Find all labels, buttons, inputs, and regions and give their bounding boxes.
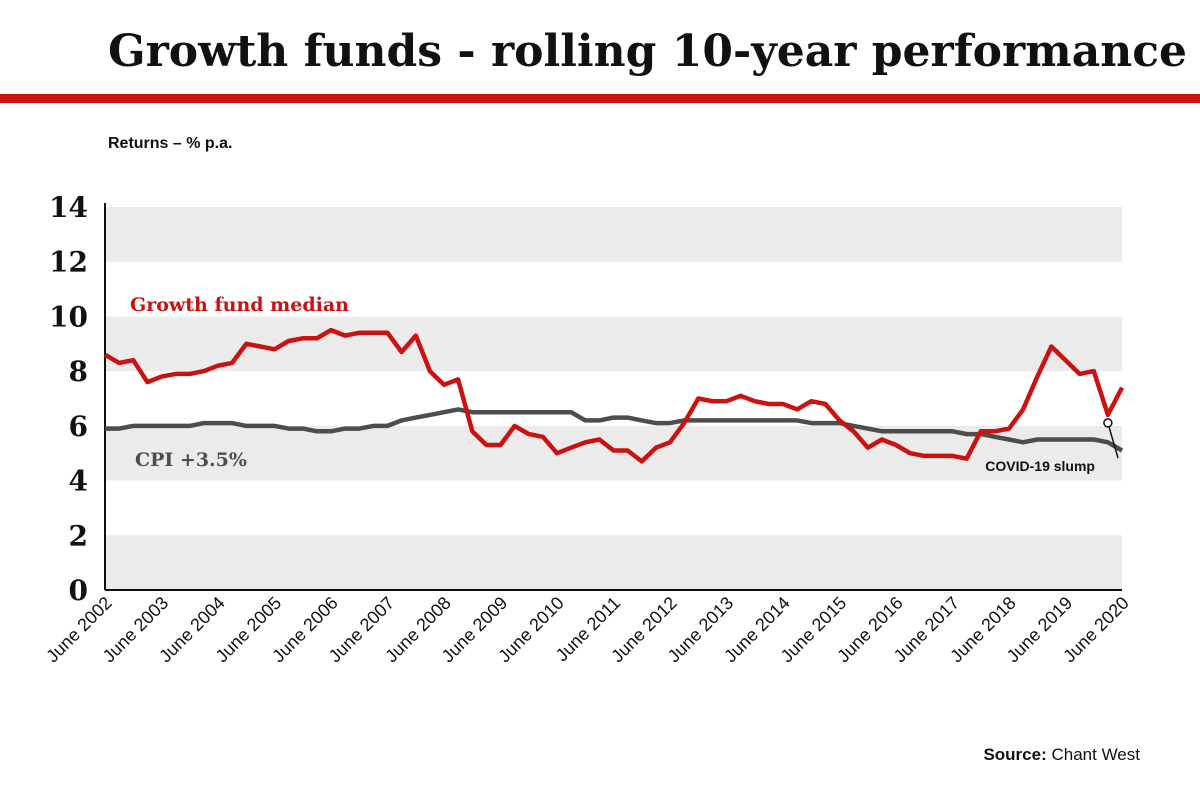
series-line: [105, 407, 1124, 453]
y-tick-label: 6: [69, 410, 88, 443]
y-tick-label: 4: [69, 465, 88, 498]
grid-band: [105, 535, 1122, 590]
y-tick-label: 0: [69, 574, 88, 607]
source-label: Source:: [983, 745, 1046, 764]
annotation-line: [1107, 422, 1119, 459]
series-line: [103, 327, 1124, 464]
source: Source: Chant West: [983, 745, 1140, 764]
chart-title: Growth funds - rolling 10-year performan…: [108, 26, 1187, 77]
series-label: CPI +3.5%: [135, 449, 247, 471]
y-tick-label: 12: [49, 246, 88, 279]
series-label: Growth fund median: [130, 294, 349, 316]
y-tick-label: 14: [49, 191, 88, 224]
y-axis-label: Returns – % p.a.: [108, 135, 232, 152]
grid-band: [105, 207, 1122, 262]
grid-band: [105, 316, 1122, 372]
y-tick-label: 2: [69, 519, 88, 552]
annotation: COVID-19 slump: [985, 458, 1095, 474]
title-rule: [0, 94, 1200, 103]
annotation-marker: [1103, 418, 1113, 428]
y-tick-label: 8: [69, 355, 88, 388]
source-name: Chant West: [1051, 745, 1140, 764]
y-tick-label: 10: [49, 300, 88, 333]
grid-band: [105, 425, 1122, 481]
